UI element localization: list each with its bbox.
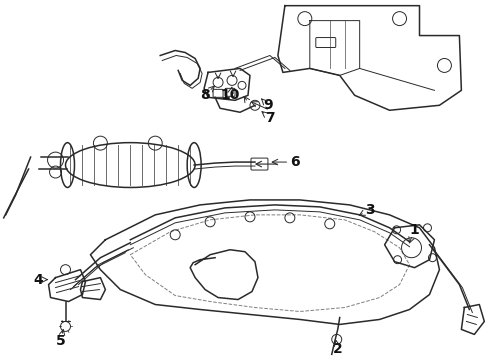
Text: 3: 3 — [365, 203, 374, 217]
Text: 8: 8 — [200, 88, 210, 102]
Text: 5: 5 — [56, 334, 65, 348]
Text: 7: 7 — [265, 111, 275, 125]
Text: 1: 1 — [410, 223, 419, 237]
Text: 9: 9 — [263, 98, 273, 112]
Text: 10: 10 — [220, 88, 240, 102]
Text: 2: 2 — [333, 342, 343, 356]
Text: 4: 4 — [34, 273, 44, 287]
Text: 6: 6 — [290, 155, 300, 169]
